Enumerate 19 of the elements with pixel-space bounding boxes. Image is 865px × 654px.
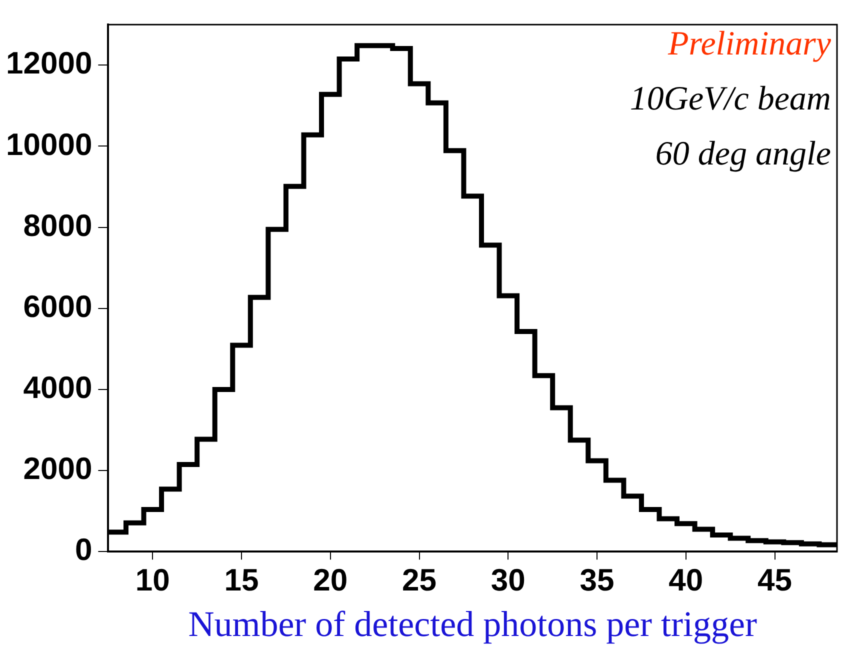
x-tick-label: 45 xyxy=(758,562,792,598)
y-tick-label: 2000 xyxy=(23,451,92,486)
x-tick-label: 15 xyxy=(224,562,259,598)
annotation: 10GeV/c beam xyxy=(630,80,831,118)
y-tick-label: 4000 xyxy=(23,370,92,405)
annotation: Preliminary xyxy=(666,26,832,63)
x-tick-label: 25 xyxy=(402,562,437,598)
x-tick-label: 20 xyxy=(313,562,348,598)
x-tick-label: 35 xyxy=(580,562,614,598)
y-tick-label: 6000 xyxy=(23,288,92,324)
y-tick-label: 0 xyxy=(74,532,92,568)
x-axis-title: Number of detected photons per trigger xyxy=(188,604,758,644)
y-tick-label: 12000 xyxy=(6,46,92,81)
annotation: 60 deg angle xyxy=(655,136,831,173)
x-tick-label: 40 xyxy=(668,562,704,598)
y-tick-label: 8000 xyxy=(23,208,92,243)
x-tick-label: 30 xyxy=(490,562,526,598)
x-tick-label: 10 xyxy=(135,562,170,598)
y-tick-label: 10000 xyxy=(6,126,92,162)
